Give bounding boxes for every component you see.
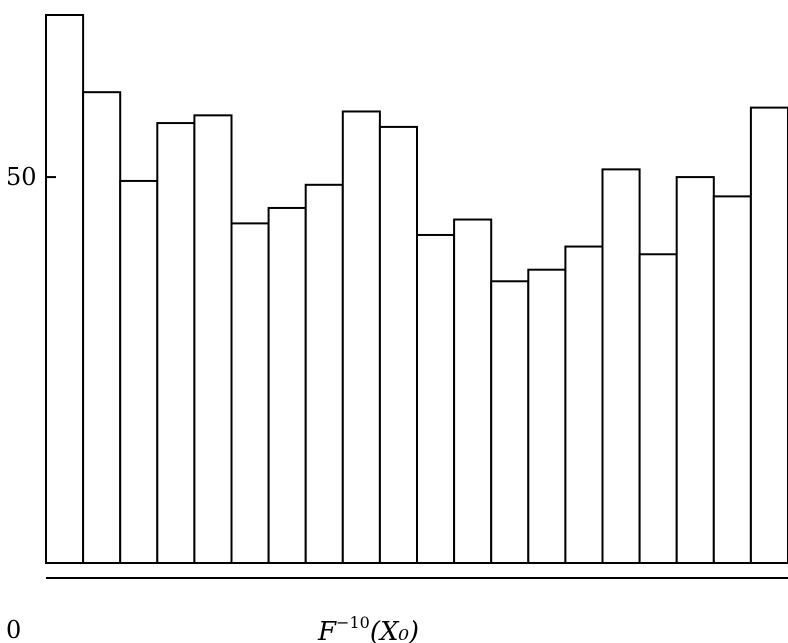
histogram-bar-11 [416,233,456,564]
histogram-bar-13 [490,280,530,564]
histogram-bar-2 [82,91,122,565]
histogram-bar-12 [453,218,493,564]
histogram-bar-14 [527,268,567,564]
x-axis-label-base: F [317,617,337,643]
histogram-bar-1 [45,14,85,564]
histogram-bar-6 [230,222,270,564]
bars-group [45,14,788,565]
histogram-bar-17 [638,253,678,565]
histogram-bar-4 [156,122,196,564]
histogram-bar-9 [341,110,381,564]
histogram-bar-20 [749,106,788,565]
x-axis-label-argument: (X₀) [370,617,419,643]
histogram-bar-15 [564,245,604,565]
x-tick-label-1: 1 [772,640,787,643]
histogram-bar-18 [675,176,715,565]
x-axis-label: F−10(X₀) [317,613,419,643]
histogram-bar-3 [119,179,159,564]
histogram-bar-10 [378,125,418,564]
x-axis-label-exponent: −10 [336,613,370,632]
histogram-bar-8 [304,183,344,565]
y-tick-label-50: 50 [6,163,37,191]
histogram-bar-7 [267,206,307,565]
histogram-bar-16 [601,168,641,564]
histogram-bar-5 [193,114,233,564]
histogram-bar-19 [712,195,752,564]
x-tick-label-0: 0 [6,616,21,643]
